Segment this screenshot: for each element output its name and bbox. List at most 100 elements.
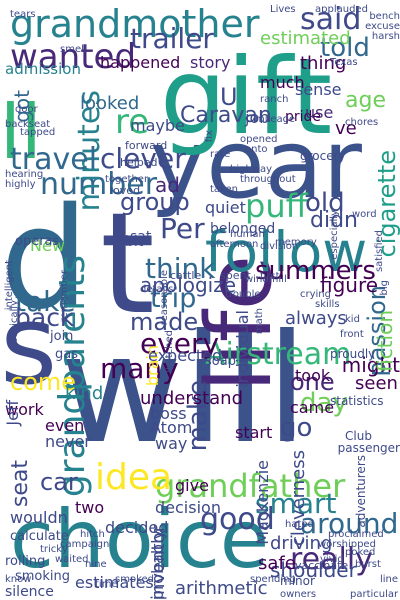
word-happened: happened: [100, 53, 181, 72]
word-line: line: [380, 574, 399, 585]
word-grocery: grocery: [300, 149, 346, 163]
word-apologize: apologize: [140, 273, 237, 297]
word-front: front: [340, 329, 364, 340]
word-basically: basically: [9, 300, 20, 344]
word-came: came: [290, 398, 335, 417]
word-around: around: [300, 507, 399, 540]
word-looked: looked: [80, 93, 140, 114]
word-poked: poked: [345, 547, 376, 558]
word-car: car: [40, 468, 78, 496]
word-use: use: [305, 103, 334, 122]
word-mileage: mileage: [255, 114, 296, 125]
word-passenger: passenger: [337, 441, 400, 455]
word-took: took: [295, 366, 331, 385]
word-every: every: [140, 327, 220, 360]
word-forward: forward: [125, 139, 168, 152]
word-time: time: [95, 579, 118, 590]
word-quiet: quiet: [205, 198, 246, 217]
word-vivid: vivid: [320, 554, 344, 565]
word-kid: kid: [345, 314, 360, 325]
word-smoking: smoking: [15, 569, 71, 584]
word-rate: rate: [210, 149, 231, 160]
word-smoked: smoked: [115, 574, 155, 585]
word-will: will: [60, 303, 308, 477]
word-probably: probably: [148, 529, 167, 600]
word-human: human: [230, 229, 265, 240]
word-windmill: windmill: [245, 274, 287, 285]
word-proudly: proudly: [330, 347, 376, 361]
word-fix: fix: [204, 130, 215, 143]
word-even: even: [45, 416, 85, 435]
word-grandmother: grandmother: [10, 2, 260, 46]
word-age: age: [345, 88, 386, 113]
word-mackenzie: MacKenzie: [253, 460, 272, 545]
word-club: Club: [345, 429, 372, 443]
word-division: division: [260, 241, 299, 252]
word-many: many: [100, 352, 179, 385]
word-fiction: fiction: [373, 310, 397, 372]
word-think: think: [145, 252, 216, 285]
word-grandfather: grandfather: [155, 467, 346, 505]
word-group: group: [120, 188, 190, 216]
word-airstream: Airstream: [205, 337, 352, 372]
word-cattle: cattle: [170, 269, 202, 282]
word-driving: driving: [270, 533, 333, 554]
word-way: way: [155, 434, 188, 453]
word-worshipped: worshipped: [318, 539, 376, 550]
word-smart: smart: [255, 487, 337, 520]
word-silence: silence: [5, 584, 54, 600]
word-might: might: [341, 353, 400, 377]
word-puff: puff: [245, 187, 308, 225]
word-wouldn: wouldn: [10, 508, 68, 527]
word-t: t: [100, 183, 155, 346]
word-minor: minor: [280, 574, 315, 588]
word-seat: seat: [8, 460, 33, 508]
word-afternoon: afternoon: [210, 239, 259, 250]
word-gift: gift: [160, 36, 333, 158]
word-backseat: backseat: [5, 119, 51, 130]
word-tears: tears: [10, 9, 36, 20]
word-boss: boss: [150, 404, 187, 423]
word-seen: seen: [355, 373, 398, 394]
word-trouble: trouble: [225, 289, 261, 300]
word-one: one: [290, 368, 335, 396]
word-wanted: wanted: [10, 37, 137, 77]
word-soap: soap: [205, 354, 236, 369]
word-old: old: [305, 188, 345, 218]
word-highly: highly: [5, 179, 36, 190]
word-arithmetic: arithmetic: [175, 578, 268, 599]
word-give: give: [175, 476, 209, 495]
word-understand: understand: [140, 388, 244, 409]
word-expected: expected: [148, 346, 223, 365]
word-onto: onto: [245, 144, 268, 155]
word-lives: Lives: [270, 4, 296, 15]
word-statistics: statistics: [330, 394, 384, 408]
word-back: back: [15, 303, 75, 332]
word-gas: gas: [55, 347, 78, 362]
word-choice: choice: [10, 493, 270, 586]
word-two: two: [75, 498, 105, 517]
word-shoulder: shoulder: [270, 558, 357, 582]
word-ll: ll: [0, 88, 42, 176]
word-trip: trip: [150, 283, 197, 314]
word-start: start: [235, 423, 273, 442]
word-said: said: [300, 2, 362, 37]
word-highway: highway: [230, 164, 273, 175]
word-clever: clever: [100, 142, 186, 175]
word-tapped: tapped: [20, 127, 56, 138]
word-tricky: tricky: [40, 544, 68, 555]
word-idea: idea: [95, 457, 173, 498]
word-operas: operas: [15, 234, 60, 249]
word-skills: skills: [315, 299, 340, 310]
word-loved: loved: [110, 184, 141, 197]
word-join: join: [50, 329, 74, 344]
word-made: made: [130, 308, 199, 336]
word-figure: figure: [320, 273, 379, 297]
word-memory: memory: [275, 237, 317, 248]
word-big: big: [379, 280, 390, 296]
word-come: come: [10, 368, 77, 396]
word-always: always: [285, 308, 347, 329]
word-ve: ve: [335, 118, 357, 139]
word-work: work: [5, 400, 44, 419]
